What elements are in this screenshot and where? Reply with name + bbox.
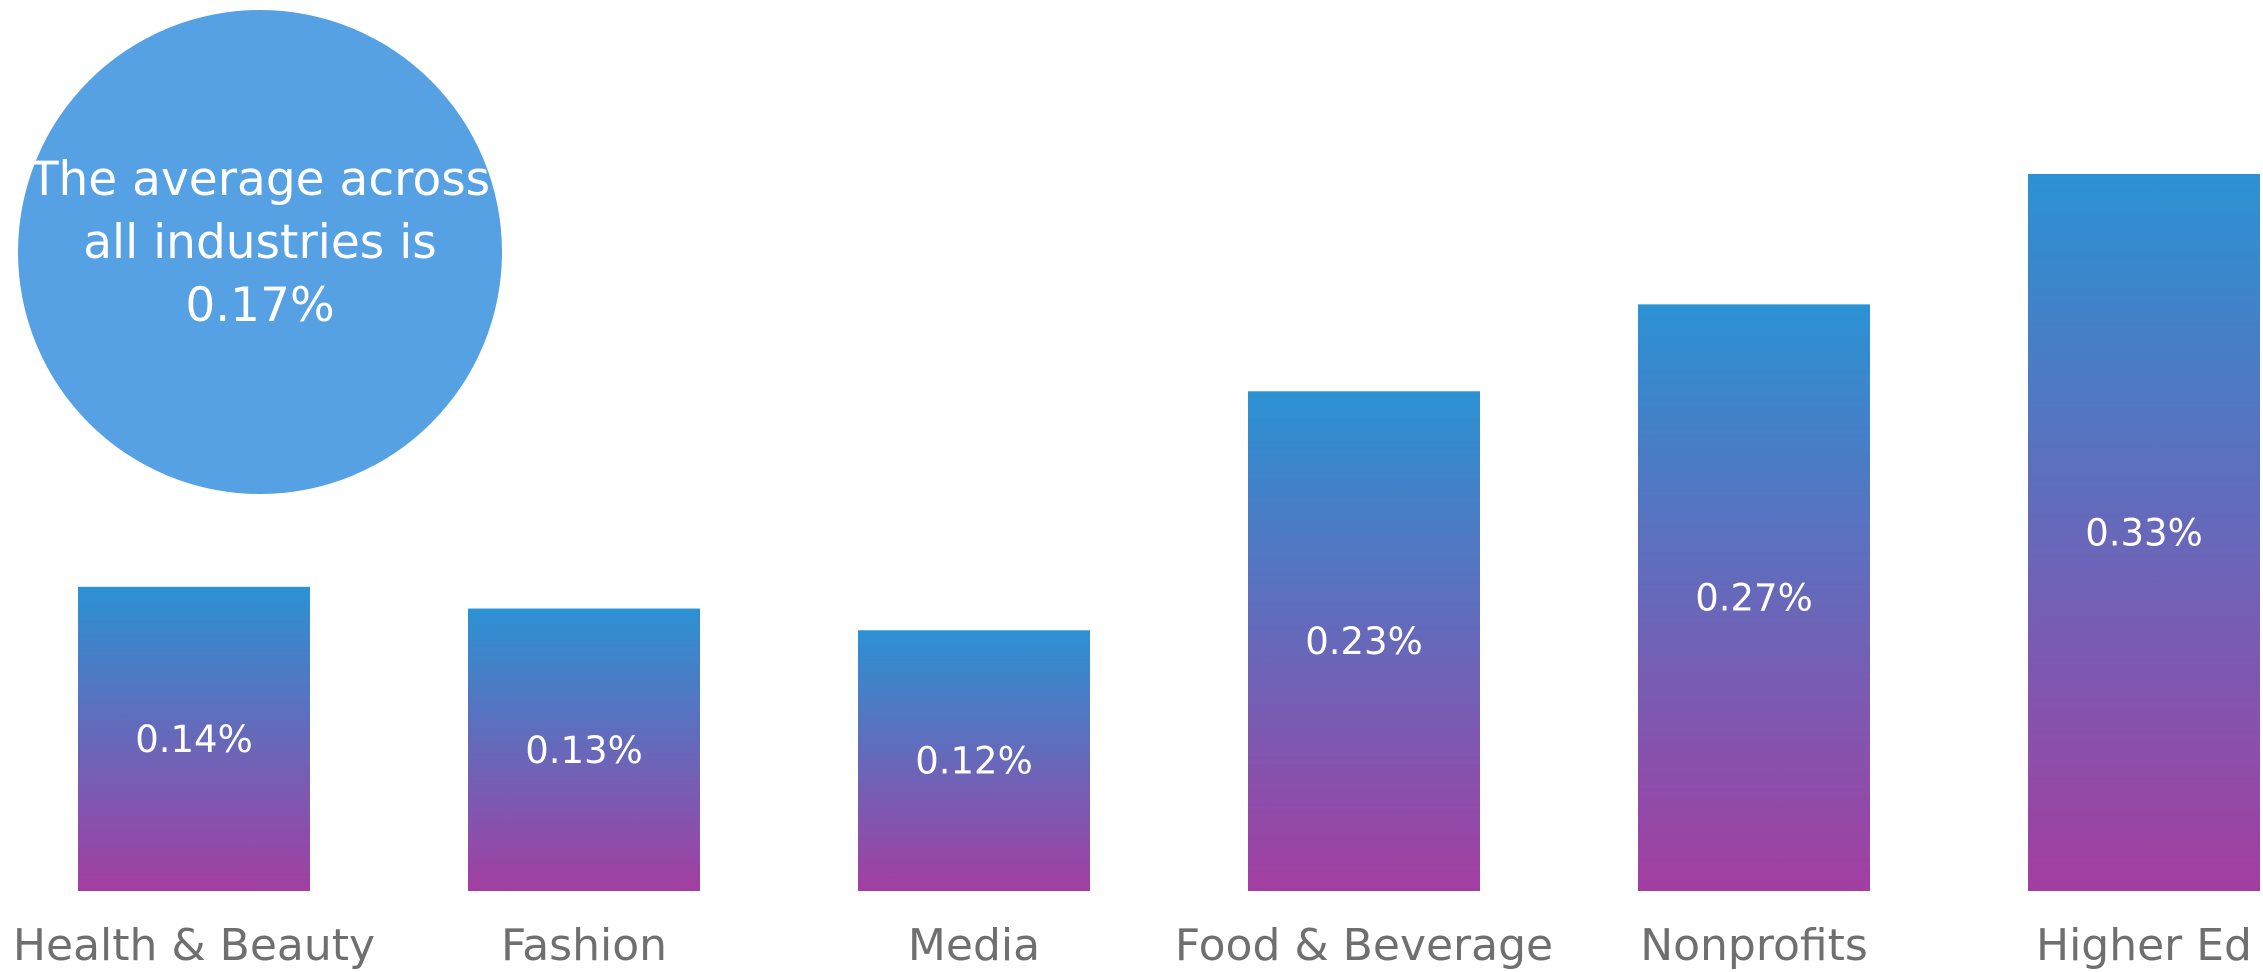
bar-value-label-2: 0.12% [915,740,1033,783]
bar-4 [1638,304,1870,891]
labels-layer: 0.14% Health & Beauty 0.13% Fashion 0.12% Med… [13,512,2252,972]
bar-0 [78,586,310,891]
bar-5 [2028,174,2260,891]
category-label-5: Higher Ed [2036,920,2252,971]
category-label-2: Media [908,920,1040,971]
bar-3 [1248,391,1480,891]
bar-value-label-0: 0.14% [135,718,253,761]
bar-1 [468,608,700,891]
average-callout: The average across all industries is 0.1… [18,10,502,494]
bar-value-label-4: 0.27% [1695,577,1813,620]
bars-layer [78,174,2260,891]
bar-value-label-1: 0.13% [525,729,643,772]
category-label-4: Nonprofits [1640,920,1868,971]
bar-value-label-3: 0.23% [1305,620,1423,663]
average-callout-text: The average across all industries is 0.1… [29,151,491,333]
category-label-0: Health & Beauty [13,920,375,971]
bar-2 [858,630,1090,891]
category-label-1: Fashion [501,920,667,971]
category-label-3: Food & Beverage [1175,920,1553,971]
bar-value-label-5: 0.33% [2085,512,2203,555]
